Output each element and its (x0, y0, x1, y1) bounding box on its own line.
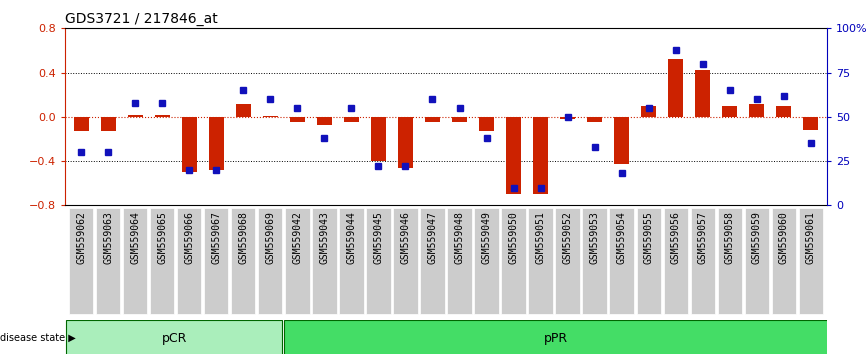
Bar (533, 117, 548, 194)
Bar (100, 117, 116, 131)
Text: GSM559061: GSM559061 (806, 211, 816, 264)
Text: GSM559068: GSM559068 (238, 211, 249, 264)
Bar (506, 117, 521, 194)
Bar (452, 117, 467, 122)
FancyBboxPatch shape (528, 207, 553, 314)
FancyBboxPatch shape (204, 207, 229, 314)
Text: GDS3721 / 217846_at: GDS3721 / 217846_at (65, 12, 217, 26)
FancyBboxPatch shape (718, 207, 742, 314)
Bar (290, 117, 305, 122)
FancyBboxPatch shape (258, 207, 282, 314)
Text: GSM559055: GSM559055 (643, 211, 654, 264)
Text: GSM559045: GSM559045 (373, 211, 384, 264)
Bar (641, 106, 656, 117)
Text: GSM559065: GSM559065 (158, 211, 167, 264)
Bar (344, 117, 359, 122)
FancyBboxPatch shape (690, 207, 714, 314)
Bar (560, 117, 575, 119)
Bar (263, 116, 278, 117)
FancyBboxPatch shape (339, 207, 364, 314)
Bar (587, 117, 602, 122)
FancyBboxPatch shape (610, 207, 634, 314)
FancyBboxPatch shape (178, 207, 202, 314)
FancyBboxPatch shape (366, 207, 391, 314)
Text: GSM559059: GSM559059 (752, 211, 762, 264)
Bar (776, 106, 792, 117)
Bar (425, 117, 440, 122)
Text: GSM559043: GSM559043 (320, 211, 329, 264)
FancyBboxPatch shape (637, 207, 661, 314)
Text: GSM559047: GSM559047 (428, 211, 437, 264)
Text: pCR: pCR (162, 332, 187, 344)
Bar (722, 106, 737, 117)
Bar (236, 104, 251, 117)
Bar (67, 320, 282, 354)
FancyBboxPatch shape (96, 207, 120, 314)
FancyBboxPatch shape (501, 207, 526, 314)
Text: GSM559060: GSM559060 (779, 211, 789, 264)
Bar (669, 59, 683, 117)
Text: GSM559066: GSM559066 (184, 211, 194, 264)
FancyBboxPatch shape (231, 207, 255, 314)
Bar (614, 117, 629, 164)
Bar (695, 70, 710, 117)
Text: GSM559054: GSM559054 (617, 211, 627, 264)
Text: GSM559048: GSM559048 (455, 211, 464, 264)
FancyBboxPatch shape (475, 207, 499, 314)
FancyBboxPatch shape (393, 207, 417, 314)
Text: GSM559044: GSM559044 (346, 211, 357, 264)
Text: GSM559062: GSM559062 (76, 211, 86, 264)
FancyBboxPatch shape (285, 207, 309, 314)
Bar (371, 117, 386, 161)
FancyBboxPatch shape (69, 207, 94, 314)
Text: GSM559052: GSM559052 (563, 211, 572, 264)
Text: GSM559053: GSM559053 (590, 211, 599, 264)
Text: GSM559063: GSM559063 (103, 211, 113, 264)
Bar (479, 117, 494, 131)
Text: GSM559069: GSM559069 (265, 211, 275, 264)
Text: GSM559046: GSM559046 (400, 211, 410, 264)
FancyBboxPatch shape (448, 207, 472, 314)
Bar (284, 320, 829, 354)
Text: GSM559067: GSM559067 (211, 211, 222, 264)
FancyBboxPatch shape (663, 207, 688, 314)
Text: GSM559042: GSM559042 (293, 211, 302, 264)
Bar (155, 115, 170, 117)
Text: GSM559056: GSM559056 (670, 211, 681, 264)
Bar (209, 117, 223, 170)
Bar (749, 104, 764, 117)
Text: GSM559064: GSM559064 (130, 211, 140, 264)
Bar (182, 117, 197, 172)
FancyBboxPatch shape (420, 207, 444, 314)
FancyBboxPatch shape (123, 207, 147, 314)
FancyBboxPatch shape (772, 207, 796, 314)
Text: GSM559057: GSM559057 (698, 211, 708, 264)
Bar (74, 117, 88, 131)
Text: disease state ▶: disease state ▶ (0, 333, 75, 343)
Text: GSM559050: GSM559050 (508, 211, 519, 264)
FancyBboxPatch shape (150, 207, 174, 314)
Bar (398, 117, 413, 168)
FancyBboxPatch shape (798, 207, 823, 314)
FancyBboxPatch shape (555, 207, 579, 314)
FancyBboxPatch shape (583, 207, 607, 314)
Text: pPR: pPR (544, 332, 568, 344)
Text: GSM559049: GSM559049 (481, 211, 492, 264)
FancyBboxPatch shape (745, 207, 769, 314)
Bar (128, 115, 143, 117)
Bar (804, 117, 818, 130)
Bar (317, 117, 332, 125)
FancyBboxPatch shape (313, 207, 337, 314)
Text: GSM559058: GSM559058 (725, 211, 734, 264)
Text: GSM559051: GSM559051 (535, 211, 546, 264)
